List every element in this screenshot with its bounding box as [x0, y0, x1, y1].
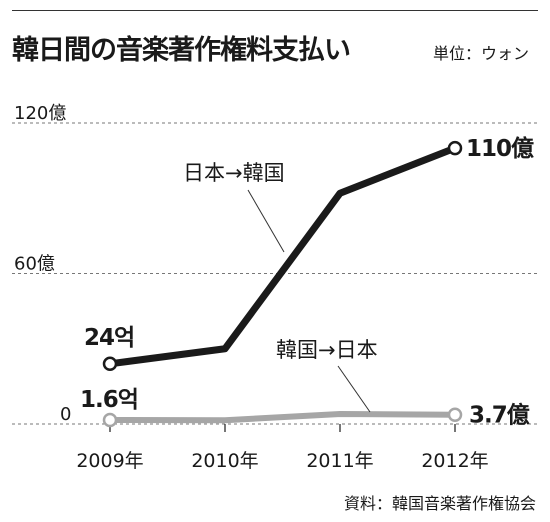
leader-line — [247, 189, 285, 253]
start-value-label: 1.6억 — [80, 387, 138, 413]
y-tick-label: 0 — [60, 404, 71, 425]
data-point-marker — [447, 407, 463, 422]
y-axis-ticks: 0 60億 120億 — [14, 103, 71, 425]
x-axis-ticks: 2009年 2010年 2011年 2012年 — [76, 424, 489, 472]
data-point-marker — [102, 412, 118, 428]
leader-lines — [247, 189, 371, 413]
series-name-label: 韓国→日本 — [276, 338, 378, 362]
top-rule — [12, 10, 538, 11]
end-value-label: 3.7億 — [469, 402, 530, 429]
series-line-korea-to-japan — [109, 410, 456, 424]
y-tick-label: 120億 — [14, 103, 66, 124]
series-markers — [102, 140, 463, 428]
chart-title: 韓日間の音楽著作権料支払い — [12, 35, 351, 66]
source-note: 資料：韓国音楽著作権協会 — [343, 494, 536, 513]
data-point-marker — [102, 356, 118, 372]
x-tick-label: 2012年 — [421, 450, 488, 472]
x-tick-label: 2010年 — [191, 450, 258, 472]
series-lines — [109, 144, 457, 424]
unit-label: 単位：ウォン — [433, 44, 530, 63]
x-tick-label: 2009年 — [76, 450, 143, 472]
leader-line — [337, 365, 371, 413]
gridlines — [12, 122, 538, 425]
series-name-label: 日本→韓国 — [183, 161, 285, 185]
series-line-japan-to-korea — [109, 144, 457, 368]
start-value-label: 24억 — [84, 325, 134, 351]
data-point-marker — [447, 140, 463, 156]
y-tick-label: 60億 — [14, 254, 55, 275]
x-tick-label: 2011年 — [306, 450, 373, 472]
end-value-label: 110億 — [466, 135, 534, 162]
